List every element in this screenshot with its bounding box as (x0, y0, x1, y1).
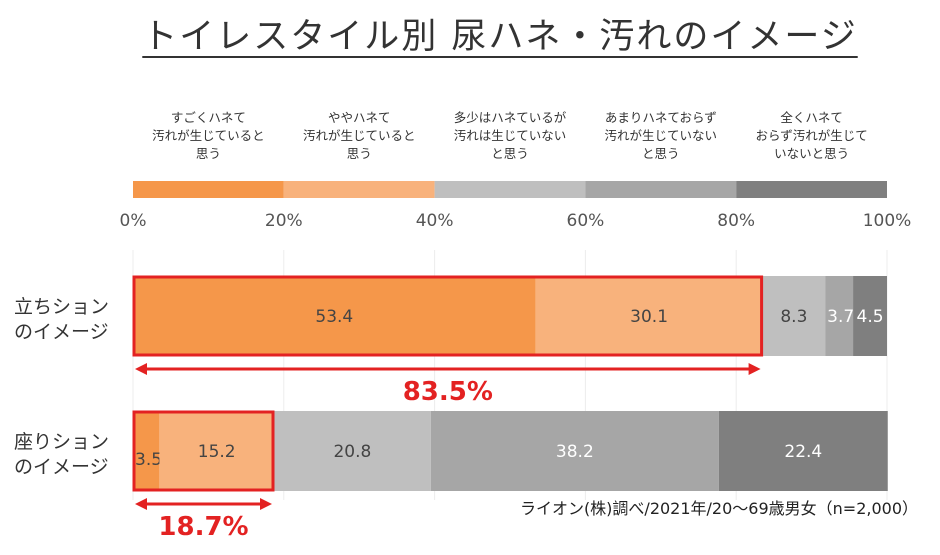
legend-label-2: ややハネて汚れが生じていると思う (303, 110, 416, 161)
highlight-total: 83.5% (403, 377, 493, 407)
legend-label-line: 思う (347, 146, 372, 161)
legend-label-line: 汚れが生じていると (303, 128, 416, 143)
legend-label-line: おらず汚れが生じて (755, 128, 867, 143)
category-label-line: 座りション (14, 431, 109, 453)
chart-title: トイレスタイル別 尿ハネ・汚れのイメージ (142, 17, 858, 57)
highlight-box (132, 410, 275, 492)
value-label: 30.1 (630, 307, 668, 327)
legend-label-line: あまりハネておらず (605, 110, 717, 125)
highlight-arrowhead-right (259, 498, 272, 510)
x-axis-ticks: 0% 20% 40% 60% 80% 100% (120, 211, 912, 231)
value-label: 3.5 (135, 450, 162, 470)
tick-label-60: 60% (567, 211, 605, 231)
source-note: ライオン(株)調べ/2021年/20～69歳男女（n=2,000） (520, 499, 918, 518)
legend-label-line: ややハネて (328, 110, 391, 125)
tick-label-0: 0% (120, 211, 147, 231)
legend: すごくハネて汚れが生じていると思うややハネて汚れが生じていると思う多少はハネてい… (133, 110, 887, 198)
legend-label-3: 多少はハネているが汚れは生じていないと思う (454, 110, 567, 161)
legend-label-line: 汚れが生じていると (152, 128, 265, 143)
value-label: 15.2 (198, 442, 236, 462)
highlight-total: 18.7% (158, 512, 248, 542)
legend-label-line: 汚れは生じていない (454, 128, 567, 143)
bar-segment (133, 411, 160, 491)
legend-label-line: いないと思う (774, 146, 849, 161)
highlight-box (132, 275, 764, 357)
bar-segment (430, 411, 719, 491)
category-label-2: 座りションのイメージ (14, 431, 109, 478)
category-label-1: 立ちションのイメージ (14, 296, 109, 343)
category-label-line: 立ちション (14, 296, 109, 318)
category-label-line: のイメージ (14, 321, 109, 343)
bar-segment (762, 276, 826, 356)
bar-segment (273, 411, 431, 491)
highlight-arrowhead-left (135, 498, 147, 510)
value-label: 4.5 (857, 307, 884, 327)
legend-label-line: すごくハネて (171, 110, 246, 125)
tick-label-80: 80% (717, 211, 755, 231)
legend-swatch-5 (736, 181, 887, 198)
legend-label-5: 全くハネておらず汚れが生じていないと思う (755, 110, 867, 161)
highlight-annotations: 83.5% 18.7% (132, 275, 764, 542)
highlight-arrowhead-left (135, 363, 147, 375)
legend-label-1: すごくハネて汚れが生じていると思う (152, 110, 265, 161)
bar-segment (853, 276, 887, 356)
legend-label-line: と思う (642, 146, 680, 161)
bar-segment (825, 276, 854, 356)
highlight-arrowhead-right (748, 363, 761, 375)
tick-label-40: 40% (416, 211, 454, 231)
value-label: 3.7 (827, 307, 854, 327)
legend-label-line: 汚れが生じていない (605, 128, 718, 143)
legend-label-line: 全くハネて (780, 110, 843, 125)
category-label-line: のイメージ (14, 456, 109, 478)
legend-label-line: 多少はハネているが (454, 110, 567, 125)
value-label: 53.4 (315, 307, 353, 327)
bar-segment (133, 276, 536, 356)
legend-label-line: 思う (196, 146, 221, 161)
value-label: 38.2 (556, 442, 594, 462)
legend-label-4: あまりハネておらず汚れが生じていないと思う (605, 110, 718, 161)
legend-label-line: と思う (491, 146, 529, 161)
bar-segment (159, 411, 274, 491)
value-label: 8.3 (780, 307, 807, 327)
legend-swatch-3 (434, 181, 586, 198)
legend-swatch-4 (585, 181, 737, 198)
legend-swatch-2 (283, 181, 435, 198)
value-label: 22.4 (784, 442, 822, 462)
tick-label-20: 20% (265, 211, 303, 231)
legend-swatch-1 (133, 181, 284, 198)
value-label: 20.8 (333, 442, 371, 462)
bar-segment (718, 411, 888, 491)
tick-label-100: 100% (863, 211, 912, 231)
bar-segment (535, 276, 763, 356)
